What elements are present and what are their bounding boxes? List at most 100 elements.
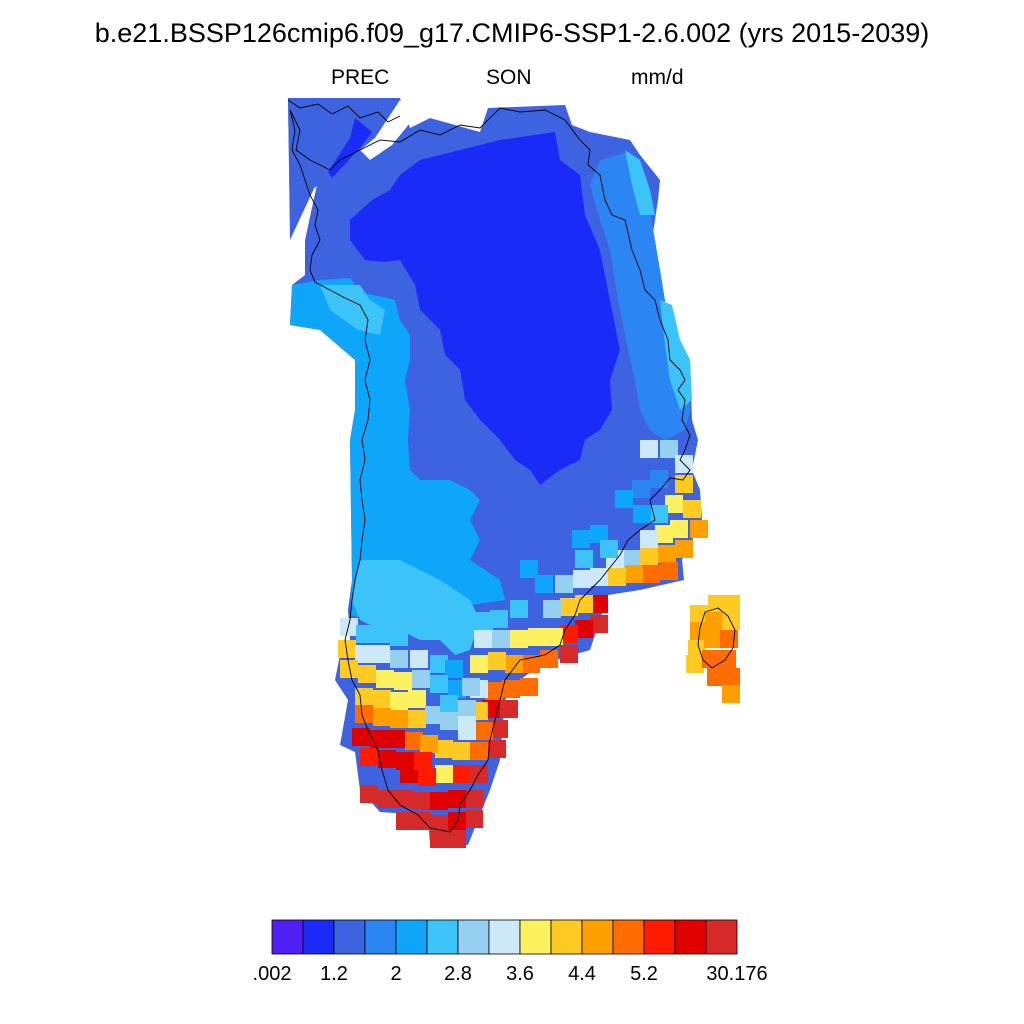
map-cell [665, 495, 683, 513]
map-cell [722, 685, 740, 703]
map-cell [475, 612, 493, 630]
map-cell [575, 620, 593, 638]
map-cell [625, 565, 643, 583]
map-cell [708, 595, 726, 613]
map-cell [412, 792, 430, 810]
map-cell [452, 765, 470, 783]
map-cell [690, 520, 708, 538]
map-cell [396, 752, 414, 770]
east-coast-light [625, 150, 655, 215]
map-cell [560, 645, 578, 663]
colorbar-label: .002 [253, 963, 292, 985]
plot-title: b.e21.BSSP126cmip6.f09_g17.CMIP6-SSP1-2.… [94, 18, 930, 48]
colorbar-swatch [581, 919, 614, 955]
map-cell [340, 660, 358, 678]
map-cell [355, 705, 373, 723]
map-cells [288, 98, 740, 848]
map-cell [660, 562, 678, 580]
map-cell [683, 500, 701, 518]
map-cell [470, 655, 488, 673]
map-cell [390, 692, 408, 710]
map-cell [425, 706, 443, 724]
map-cell [458, 716, 476, 734]
map-cell [590, 568, 608, 586]
map-cell [465, 810, 483, 828]
map-cell [640, 548, 658, 566]
coastline-ellesmere [287, 99, 401, 123]
map-cell [688, 640, 706, 658]
map-cell [520, 678, 538, 696]
coastline-iceland [697, 607, 736, 669]
map-cell [418, 768, 436, 786]
map-cell [408, 710, 426, 728]
map-cell [360, 748, 378, 766]
map-cell [690, 622, 708, 640]
map-cell [718, 650, 736, 668]
map-cell [458, 700, 476, 718]
colorbar-label: 4.4 [568, 963, 596, 985]
map-cell [707, 668, 725, 686]
map-cell [560, 625, 578, 643]
colorbar-label: 2 [390, 963, 401, 985]
map-cell [435, 740, 453, 758]
inner-ring-west [395, 285, 635, 580]
map-cell [633, 505, 651, 523]
season-label: SON [486, 66, 532, 89]
colorbar-label: 5.2 [630, 963, 658, 985]
map-cell [430, 675, 448, 693]
map-cell [600, 540, 618, 558]
west-light-patch [320, 285, 385, 335]
map-cell [376, 670, 394, 688]
map-cell [655, 525, 673, 543]
map-cell [650, 470, 668, 488]
map-cell [590, 615, 608, 633]
map-cell [528, 628, 546, 646]
colorbar-swatch [674, 919, 707, 955]
map-cell [520, 560, 538, 578]
map-cell [340, 618, 358, 636]
map-cell [608, 568, 626, 586]
map-cell [622, 550, 640, 568]
map-cell [500, 700, 518, 718]
map-cell [355, 688, 373, 706]
map-cell [705, 612, 723, 630]
map-cell [575, 595, 593, 613]
map-cell [413, 812, 431, 830]
colorbar-label: 30.176 [706, 963, 767, 985]
map-cell [358, 665, 376, 683]
map-cell [356, 625, 374, 643]
map-cell [465, 790, 483, 808]
map-cell [373, 708, 391, 726]
map-cell [390, 710, 408, 728]
map-cell [490, 610, 508, 628]
map-cell [572, 530, 590, 548]
colorbar-labels: .002 1.2 2 2.8 3.6 4.4 5.2 30.176 [253, 963, 768, 985]
west-coast-band [290, 278, 505, 620]
colorbar-swatch [333, 919, 366, 955]
colorbar-swatch [612, 919, 645, 955]
map-cell [430, 655, 448, 673]
colorbar-label: 1.2 [320, 963, 348, 985]
east-coast-band [590, 152, 690, 440]
map-cell [390, 650, 408, 668]
colorbar-swatch [643, 919, 676, 955]
map-cell [686, 655, 704, 673]
map-cell [543, 600, 561, 618]
map-cell [560, 598, 578, 616]
colorbar-swatch [550, 919, 583, 955]
map-cell [387, 730, 405, 748]
map-cell [420, 735, 438, 753]
colorbar-swatch [302, 919, 335, 955]
map-cell [660, 440, 678, 458]
map-cell [488, 740, 506, 758]
map-cell [475, 722, 493, 740]
map-cell [675, 540, 693, 558]
colorbar-swatch [705, 919, 738, 955]
map-cell [395, 790, 413, 808]
colorbar-label: 2.8 [444, 963, 472, 985]
sw-transition [352, 560, 480, 655]
map-cell [632, 480, 650, 498]
map-cell [642, 565, 660, 583]
